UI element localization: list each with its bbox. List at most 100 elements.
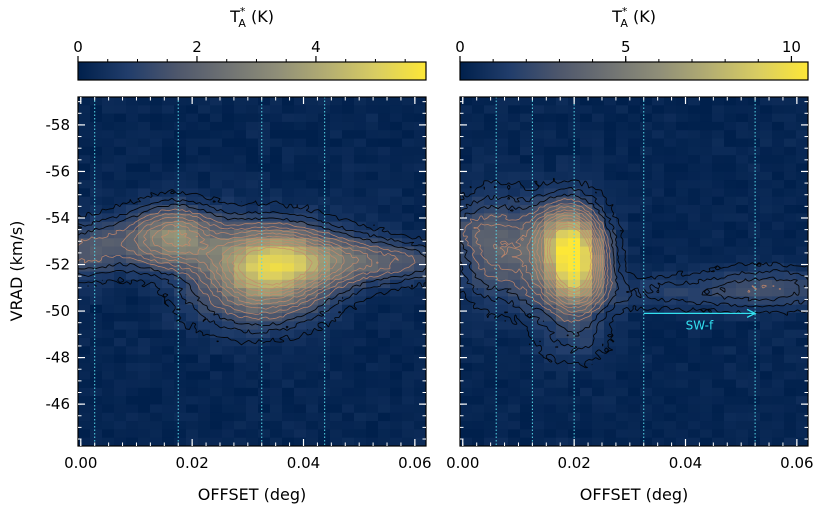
left-heatmap-cell [138, 246, 151, 256]
left-heatmap-cell [258, 163, 271, 173]
right-heatmap-cell [724, 171, 737, 181]
right-heatmap-cell [796, 171, 808, 181]
left-heatmap-cell [294, 196, 307, 206]
left-heatmap-cell [162, 263, 175, 273]
right-heatmap-cell [772, 313, 785, 322]
right-heatmap-cell [736, 362, 749, 372]
left-heatmap-cell [102, 196, 115, 206]
left-heatmap-cell [126, 362, 139, 372]
right-heatmap-cell [796, 246, 808, 256]
right-heatmap-cell [460, 146, 473, 156]
left-heatmap-cell [378, 180, 391, 190]
left-heatmap-cell [198, 387, 211, 397]
left-heatmap-cell [222, 171, 235, 181]
left-heatmap-cell [126, 196, 139, 206]
right-heatmap-cell [556, 354, 569, 364]
right-heatmap-cell [724, 238, 737, 248]
right-heatmap-cell [724, 130, 737, 140]
right-heatmap-cell [664, 180, 677, 190]
right-heatmap-cell [592, 313, 605, 322]
left-heatmap-cell [354, 279, 367, 289]
left-heatmap-cell [174, 379, 187, 389]
right-heatmap-cell [472, 113, 485, 123]
left-heatmap-cell [390, 146, 403, 156]
left-heatmap-cell [414, 437, 426, 446]
right-heatmap-cell [544, 346, 557, 356]
right-heatmap-cell [628, 437, 641, 446]
left-heatmap-cell [114, 113, 127, 123]
right-contour-line [532, 212, 602, 305]
left-heatmap-cell [78, 121, 91, 131]
left-heatmap-cell [150, 213, 163, 223]
left-heatmap-cell [414, 304, 426, 314]
right-heatmap-cell [604, 205, 617, 214]
left-heatmap-cell [222, 213, 235, 223]
right-heatmap-cell [592, 346, 605, 356]
right-heatmap-cell [760, 304, 773, 314]
right-heatmap-cell [592, 371, 605, 381]
left-heatmap-cell [330, 113, 343, 123]
right-heatmap-cell [688, 121, 701, 131]
right-heatmap-cell [688, 279, 701, 289]
left-heatmap-cell [162, 229, 175, 239]
right-heatmap-cell [724, 404, 737, 414]
left-heatmap-cell [414, 279, 426, 289]
left-heatmap-cell [270, 279, 283, 289]
right-heatmap-cell [604, 213, 617, 223]
left-heatmap-cell [330, 180, 343, 190]
left-heatmap-cell [378, 246, 391, 256]
right-heatmap-cell [508, 171, 521, 181]
left-heatmap-cell [390, 354, 403, 364]
left-heatmap-cell [114, 421, 127, 430]
left-heatmap-cell [126, 321, 139, 331]
left-heatmap-cell [306, 304, 319, 314]
right-heatmap-cell [724, 97, 737, 106]
right-heatmap-cell [592, 387, 605, 397]
right-heatmap-cell [460, 271, 473, 281]
left-heatmap-cell [306, 421, 319, 430]
left-colorbar-tick-label: 2 [192, 38, 202, 56]
right-heatmap-cell [592, 429, 605, 439]
right-heatmap-cell [796, 321, 808, 331]
right-heatmap-cell [508, 246, 521, 256]
left-contour-line [151, 224, 345, 301]
left-heatmap-cell [138, 412, 151, 422]
left-heatmap-cell [90, 362, 103, 372]
right-heatmap-cell [484, 188, 497, 198]
left-heatmap-cell [378, 337, 391, 347]
right-heatmap-cell [772, 105, 785, 115]
right-heatmap-cell [772, 412, 785, 422]
right-heatmap-cell [520, 146, 533, 156]
left-heatmap-cell [258, 105, 271, 115]
left-heatmap-cell [342, 296, 355, 306]
right-heatmap-cell [688, 412, 701, 422]
right-heatmap-cell [772, 171, 785, 181]
left-heatmap-cell [306, 404, 319, 414]
left-heatmap-cell [246, 196, 259, 206]
left-heatmap-cell [78, 163, 91, 173]
left-heatmap-cell [126, 396, 139, 406]
right-heatmap-cell [604, 196, 617, 206]
left-heatmap-cell [366, 254, 379, 264]
left-heatmap-cell [162, 371, 175, 381]
left-heatmap-cell [294, 180, 307, 190]
left-heatmap-cell [414, 313, 426, 322]
left-heatmap-cell [294, 429, 307, 439]
right-heatmap-cell [532, 271, 545, 281]
left-heatmap-cell [102, 171, 115, 181]
right-heatmap-cell [760, 396, 773, 406]
left-heatmap-cell [294, 396, 307, 406]
right-heatmap-cell [532, 229, 545, 239]
left-heatmap-cell [102, 362, 115, 372]
right-heatmap-cell [580, 138, 593, 148]
left-heatmap-cell [198, 412, 211, 422]
right-heatmap-cell [676, 337, 689, 347]
right-heatmap-cell [616, 346, 629, 356]
left-heatmap-cell [174, 180, 187, 190]
right-heatmap-cell [700, 213, 713, 223]
left-heatmap-cell [78, 155, 91, 165]
left-heatmap-cell [342, 238, 355, 248]
left-heatmap-cell [150, 296, 163, 306]
left-axes: 0.00 0.02 0.04 0.06-58-56-54-52-50-48-46 [46, 97, 432, 472]
left-heatmap-cell [294, 404, 307, 414]
